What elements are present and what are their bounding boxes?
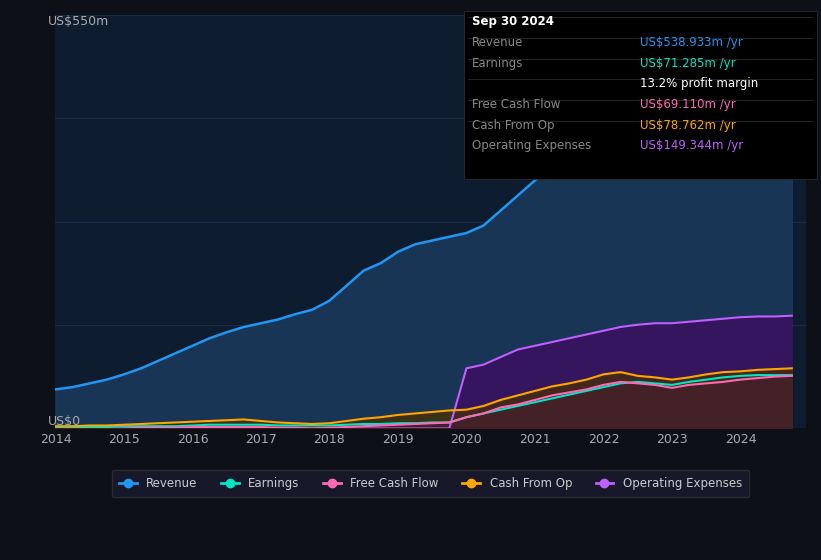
Text: Free Cash Flow: Free Cash Flow (472, 98, 561, 111)
Text: Sep 30 2024: Sep 30 2024 (472, 15, 554, 28)
Text: US$0: US$0 (48, 416, 81, 428)
Text: US$71.285m /yr: US$71.285m /yr (640, 57, 736, 69)
Text: Revenue: Revenue (472, 36, 524, 49)
Text: US$550m: US$550m (48, 15, 109, 28)
Text: Operating Expenses: Operating Expenses (472, 139, 591, 152)
Legend: Revenue, Earnings, Free Cash Flow, Cash From Op, Operating Expenses: Revenue, Earnings, Free Cash Flow, Cash … (112, 470, 749, 497)
Text: Earnings: Earnings (472, 57, 524, 69)
Text: Cash From Op: Cash From Op (472, 119, 554, 132)
Text: 13.2% profit margin: 13.2% profit margin (640, 77, 759, 90)
Text: US$78.762m /yr: US$78.762m /yr (640, 119, 736, 132)
Text: US$538.933m /yr: US$538.933m /yr (640, 36, 743, 49)
Text: US$69.110m /yr: US$69.110m /yr (640, 98, 736, 111)
Text: US$149.344m /yr: US$149.344m /yr (640, 139, 744, 152)
